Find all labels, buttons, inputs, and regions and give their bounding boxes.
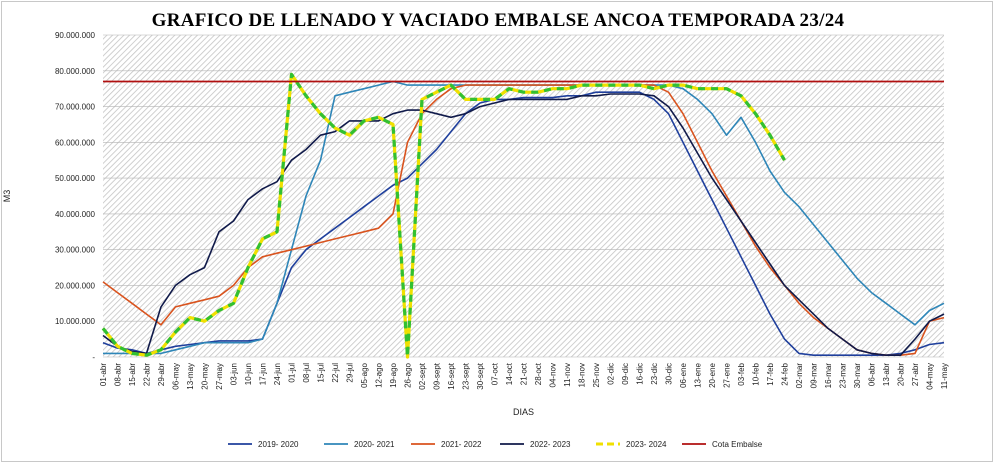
x-tick-label: 08-jul [302,363,311,383]
y-tick-label: 40.000.000 [55,210,96,219]
x-tick-label: 17-feb [766,362,775,385]
x-tick-label: 01-abr [99,363,108,386]
legend: 2019- 2020 2020- 2021 2021- 2022 2022- 2023… [228,440,763,449]
y-tick-label: 90.000.000 [55,31,96,40]
x-tick-label: 09-dic [621,363,630,385]
x-tick-label: 29-jul [346,363,355,383]
series-line-2021-2022 [102,84,945,356]
legend-label: 2023- 2024 [626,440,667,449]
x-tick-label: 02-mar [795,363,804,389]
x-tick-label: 04-nov [549,363,558,387]
x-tick-label: 18-nov [578,363,587,387]
legend-label: 2020- 2021 [354,440,395,449]
x-tick-label: 22-jul [331,363,340,383]
x-tick-label: 16-dic [636,363,645,385]
x-tick-label: 23-sept [462,362,471,389]
y-tick-label: 60.000.000 [55,138,96,147]
x-axis-label: DIAS [513,407,534,417]
x-tick-label: 26-ago [404,362,413,387]
x-tick-label: 27-abr [911,363,920,386]
x-tick-label: 01-jul [288,363,297,383]
x-tick-label: 10-jun [244,363,253,385]
x-tick-label: 23-mar [839,363,848,389]
x-tick-label: 29-abr [157,363,166,386]
x-tick-label: 15-jul [317,363,326,383]
x-tick-label: 30-mar [853,363,862,389]
x-tick-label: 15-abr [128,363,137,386]
x-tick-label: 12-ago [375,362,384,387]
x-tick-label: 09-sept [433,362,442,389]
x-tick-label: 14-oct [505,362,514,385]
x-tick-label: 06-may [172,363,181,390]
x-tick-label: 11-nov [563,363,572,387]
y-tick-label: 70.000.000 [55,103,96,112]
x-tick-label: 20-abr [897,363,906,386]
legend-label: 2021- 2022 [441,440,482,449]
series-line-2019-2020 [102,91,945,356]
y-tick-label: 10.000.000 [55,317,96,326]
x-tick-label: 20-may [201,363,210,390]
x-tick-label: 24-feb [781,362,790,385]
y-axis-label: M3 [2,190,12,203]
x-tick-label: 16-sept [447,362,456,389]
x-tick-label: 09-mar [810,363,819,389]
x-tick-label: 07-oct [491,362,500,385]
x-tick-label: 22-abr [143,363,152,386]
x-tick-label: 21-oct [520,362,529,385]
y-tick-label: 80.000.000 [55,67,96,76]
x-tick-label: 13-may [186,363,195,390]
x-tick-label: 13-abr [882,363,891,386]
x-tick-label: 24-jun [273,363,282,385]
x-tick-label: 02-sept [418,362,427,389]
x-tick-label: 03-jun [230,363,239,385]
x-tick-label: 06-abr [868,363,877,386]
x-tick-label: 23-dic [650,363,659,385]
plot-area [103,35,944,357]
x-tick-label: 19-ago [389,362,398,387]
legend-label: 2019- 2020 [258,440,299,449]
x-tick-label: 30-sept [476,362,485,389]
chart-title: GRAFICO DE LLENADO Y VACIADO EMBALSE ANC… [151,10,845,31]
legend-label: 2022- 2023 [530,440,571,449]
x-tick-label: 06-ene [679,362,688,387]
y-tick-label: 50.000.000 [55,174,96,183]
x-tick-label: 10-feb [752,362,761,385]
legend-label: Cota Embalse [712,440,763,449]
x-tick-label: 08-abr [114,363,123,386]
x-tick-label: 27-may [215,363,224,390]
x-tick-label: 30-dic [665,363,674,385]
x-tick-label: 25-nov [592,363,601,387]
x-tick-label: 27-ene [723,362,732,387]
y-tick-label: 20.000.000 [55,281,96,290]
x-tick-label: 28-oct [534,362,543,385]
x-tick-label: 04-may [926,363,935,390]
x-tick-label: 02-dic [607,363,616,385]
series-line-2023-2024-dash [101,72,786,359]
x-tick-label: 16-mar [824,363,833,389]
x-tick-label: 11-may [940,363,949,389]
y-tick-label: - [92,353,95,362]
series-line-2022-2023 [102,93,945,356]
x-tick-label: 13-ene [694,362,703,387]
x-tick-label: 03-feb [737,362,746,385]
y-tick-label: 30.000.000 [55,246,96,255]
x-tick-label: 17-jun [259,363,268,385]
x-tick-label: 05-ago [360,362,369,387]
x-tick-label: 20-ene [708,362,717,387]
